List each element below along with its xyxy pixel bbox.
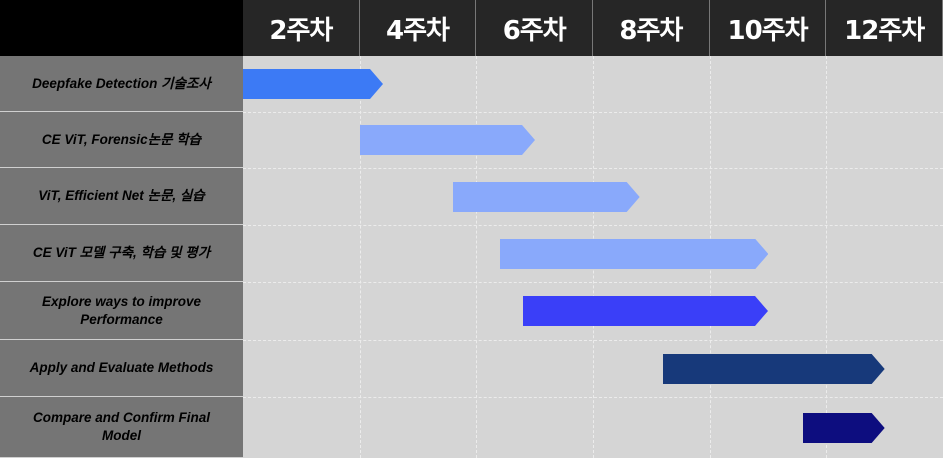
grid-vertical-line — [476, 56, 478, 458]
week-header-2: 4주차 — [359, 0, 477, 56]
week-header-6: 12주차 — [826, 0, 943, 56]
task-label: ViT, Efficient Net 논문, 실습 — [0, 168, 243, 225]
grid-horizontal-line — [243, 397, 943, 398]
week-header-3: 6주차 — [476, 0, 593, 56]
task-bar — [523, 296, 768, 326]
header-corner — [0, 0, 243, 56]
grid-horizontal-line — [243, 340, 943, 341]
grid-horizontal-line — [243, 168, 943, 169]
week-header-4: 8주차 — [593, 0, 710, 56]
grid-horizontal-line — [243, 225, 943, 226]
task-label-text: ViT, Efficient Net 논문, 실습 — [38, 188, 205, 203]
grid-horizontal-line — [243, 112, 943, 113]
task-label-text: Explore ways to improve Performance — [41, 293, 202, 327]
task-label-text: CE ViT 모델 구축, 학습 및 평가 — [32, 245, 211, 260]
week-header-5: 10주차 — [709, 0, 827, 56]
task-label-text: Deepfake Detection 기술조사 — [32, 75, 211, 91]
task-bar — [663, 353, 885, 384]
grid-vertical-line — [826, 56, 828, 458]
grid-horizontal-line — [243, 282, 943, 283]
task-bar — [499, 238, 768, 269]
task-label-text: CE ViT, Forensic논문 학습 — [41, 131, 202, 147]
task-label-text: Compare and Confirm Final Model — [32, 410, 211, 443]
task-bar — [359, 125, 535, 155]
grid-vertical-line — [359, 56, 361, 458]
task-bar — [453, 181, 640, 212]
task-bar — [803, 412, 885, 443]
task-label: Explore ways to improve Performance — [0, 282, 243, 340]
week-header-1: 2주차 — [243, 0, 360, 56]
task-label: Compare and Confirm Final Model — [0, 397, 243, 458]
task-label: CE ViT, Forensic논문 학습 — [0, 112, 243, 168]
task-label: Deepfake Detection 기술조사 — [0, 56, 243, 112]
task-label: CE ViT 모델 구축, 학습 및 평가 — [0, 225, 243, 282]
task-label-text: Apply and Evaluate Methods — [29, 360, 214, 375]
task-bar — [243, 69, 383, 99]
task-label: Apply and Evaluate Methods — [0, 340, 243, 397]
